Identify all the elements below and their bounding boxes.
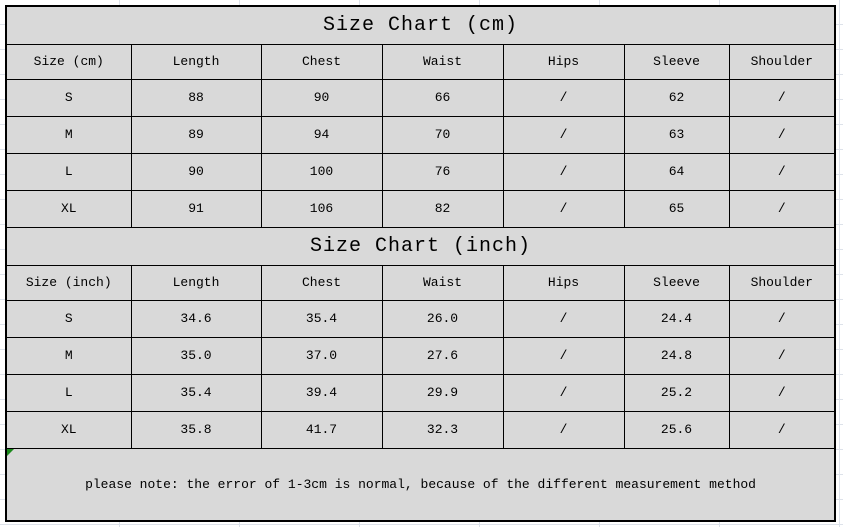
column-header: Chest — [260, 264, 383, 301]
footer-note-row: please note: the error of 1-3cm is norma… — [5, 447, 836, 522]
table-cell: 100 — [260, 152, 383, 191]
table-cell: / — [502, 336, 625, 375]
table-cell: / — [502, 299, 625, 338]
row-label: S — [5, 299, 132, 338]
table-cell: / — [728, 410, 836, 449]
column-header: Shoulder — [728, 264, 836, 301]
table-cell: 25.2 — [623, 373, 730, 412]
table-row: XL 91 106 82 / 65 / — [5, 189, 836, 228]
table-cell: 66 — [381, 78, 504, 117]
size-chart-table: Size Chart (cm) Size (cm) Length Chest W… — [5, 5, 837, 522]
column-header: Sleeve — [623, 264, 730, 301]
column-header: Waist — [381, 264, 504, 301]
table-row: M 35.0 37.0 27.6 / 24.8 / — [5, 336, 836, 375]
row-label: S — [5, 78, 132, 117]
table-cell: / — [502, 78, 625, 117]
table-cell: 37.0 — [260, 336, 383, 375]
table-cell: 35.4 — [130, 373, 262, 412]
table-cell: 32.3 — [381, 410, 504, 449]
table-row: M 89 94 70 / 63 / — [5, 115, 836, 154]
table-cell: / — [728, 115, 836, 154]
table-cell: 34.6 — [130, 299, 262, 338]
table-cell: 35.8 — [130, 410, 262, 449]
table-cell: 88 — [130, 78, 262, 117]
table-cell: 106 — [260, 189, 383, 228]
column-header: Hips — [502, 264, 625, 301]
table-cell: 64 — [623, 152, 730, 191]
table-cell: 62 — [623, 78, 730, 117]
table-cell: 91 — [130, 189, 262, 228]
row-label: XL — [5, 189, 132, 228]
table-cell: / — [502, 115, 625, 154]
footer-note-text: please note: the error of 1-3cm is norma… — [85, 476, 756, 492]
table-cell: / — [728, 78, 836, 117]
column-header: Size (cm) — [5, 43, 132, 80]
table-cell: 24.8 — [623, 336, 730, 375]
column-header: Length — [130, 43, 262, 80]
row-label: L — [5, 373, 132, 412]
table-title-cm: Size Chart (cm) — [5, 5, 836, 45]
table-cell: 25.6 — [623, 410, 730, 449]
table-cell: 65 — [623, 189, 730, 228]
column-header: Waist — [381, 43, 504, 80]
table-cell: 39.4 — [260, 373, 383, 412]
table-row: L 35.4 39.4 29.9 / 25.2 / — [5, 373, 836, 412]
table-cell: / — [728, 189, 836, 228]
table-cell: 35.0 — [130, 336, 262, 375]
row-label: XL — [5, 410, 132, 449]
table-cell: / — [502, 410, 625, 449]
table-row: L 90 100 76 / 64 / — [5, 152, 836, 191]
table-cell: 26.0 — [381, 299, 504, 338]
table-row: S 88 90 66 / 62 / — [5, 78, 836, 117]
table-cell: / — [728, 373, 836, 412]
column-header: Chest — [260, 43, 383, 80]
table-cell: / — [502, 152, 625, 191]
table-cell: / — [502, 189, 625, 228]
cm-title-row: Size Chart (cm) — [5, 5, 836, 45]
table-cell: 27.6 — [381, 336, 504, 375]
table-cell: 76 — [381, 152, 504, 191]
inch-header-row: Size (inch) Length Chest Waist Hips Slee… — [5, 264, 836, 301]
table-cell: 90 — [260, 78, 383, 117]
table-cell: 70 — [381, 115, 504, 154]
cm-header-row: Size (cm) Length Chest Waist Hips Sleeve… — [5, 43, 836, 80]
table-cell: 89 — [130, 115, 262, 154]
table-cell: 29.9 — [381, 373, 504, 412]
row-label: M — [5, 115, 132, 154]
table-cell: / — [728, 299, 836, 338]
inch-title-row: Size Chart (inch) — [5, 226, 836, 266]
table-row: S 34.6 35.4 26.0 / 24.4 / — [5, 299, 836, 338]
table-cell: 63 — [623, 115, 730, 154]
table-cell: 41.7 — [260, 410, 383, 449]
column-header: Sleeve — [623, 43, 730, 80]
table-cell: 24.4 — [623, 299, 730, 338]
table-cell: 94 — [260, 115, 383, 154]
row-label: L — [5, 152, 132, 191]
size-chart-sheet: Size Chart (cm) Size (cm) Length Chest W… — [5, 5, 837, 522]
cell-error-marker-icon — [7, 449, 14, 456]
footer-note-cell: please note: the error of 1-3cm is norma… — [5, 447, 836, 522]
table-cell: 82 — [381, 189, 504, 228]
table-cell: 90 — [130, 152, 262, 191]
column-header: Size (inch) — [5, 264, 132, 301]
column-header: Hips — [502, 43, 625, 80]
table-cell: / — [728, 336, 836, 375]
table-cell: 35.4 — [260, 299, 383, 338]
table-row: XL 35.8 41.7 32.3 / 25.6 / — [5, 410, 836, 449]
row-label: M — [5, 336, 132, 375]
table-cell: / — [502, 373, 625, 412]
column-header: Length — [130, 264, 262, 301]
column-header: Shoulder — [728, 43, 836, 80]
table-title-inch: Size Chart (inch) — [5, 226, 836, 266]
table-cell: / — [728, 152, 836, 191]
